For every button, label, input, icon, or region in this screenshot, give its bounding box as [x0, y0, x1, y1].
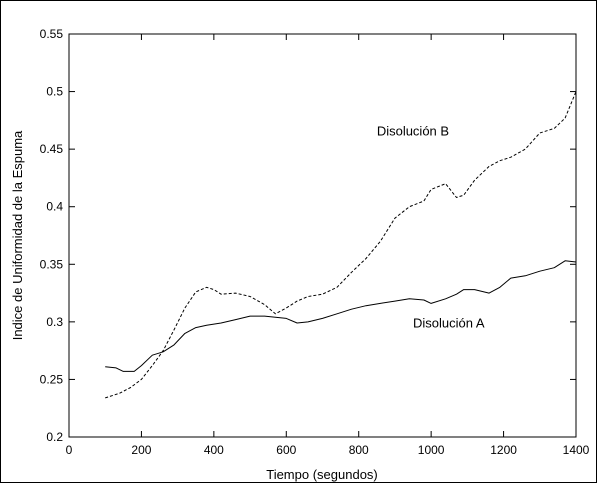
x-tick-label: 400 [204, 443, 224, 457]
annotation-disolucion-a: Disolución A [413, 316, 485, 331]
y-tick-label: 0.2 [46, 430, 63, 444]
y-tick-label: 0.3 [46, 315, 63, 329]
y-tick-label: 0.35 [40, 257, 64, 271]
y-tick-label: 0.55 [40, 27, 64, 41]
x-tick-label: 0 [66, 443, 73, 457]
y-tick-label: 0.25 [40, 372, 64, 386]
x-tick-label: 1000 [418, 443, 445, 457]
series-line-disolucion-a [105, 260, 577, 372]
x-tick-label: 1400 [563, 443, 590, 457]
x-tick-label: 1200 [490, 443, 517, 457]
axis-ticks: 0 200 400 600 800 1000 1200 1400 0.2 0.25 0.3 0.35 0… [40, 27, 590, 457]
y-tick-label: 0.45 [40, 142, 64, 156]
y-axis-label: Indice de Uniformidad de la Espuma [10, 130, 25, 340]
x-tick-label: 800 [349, 443, 369, 457]
x-tick-label: 600 [276, 443, 296, 457]
y-tick-label: 0.4 [46, 200, 63, 214]
x-tick-label: 200 [131, 443, 151, 457]
series-line-disolucion-b [105, 91, 577, 399]
annotation-disolucion-b: Disolución B [377, 123, 449, 138]
series-group [105, 91, 577, 399]
annotations-group: Disolución B Disolución A [377, 123, 485, 330]
y-tick-label: 0.5 [46, 85, 63, 99]
plot-area [68, 33, 577, 438]
x-axis-label: Tiempo (segundos) [266, 467, 378, 482]
